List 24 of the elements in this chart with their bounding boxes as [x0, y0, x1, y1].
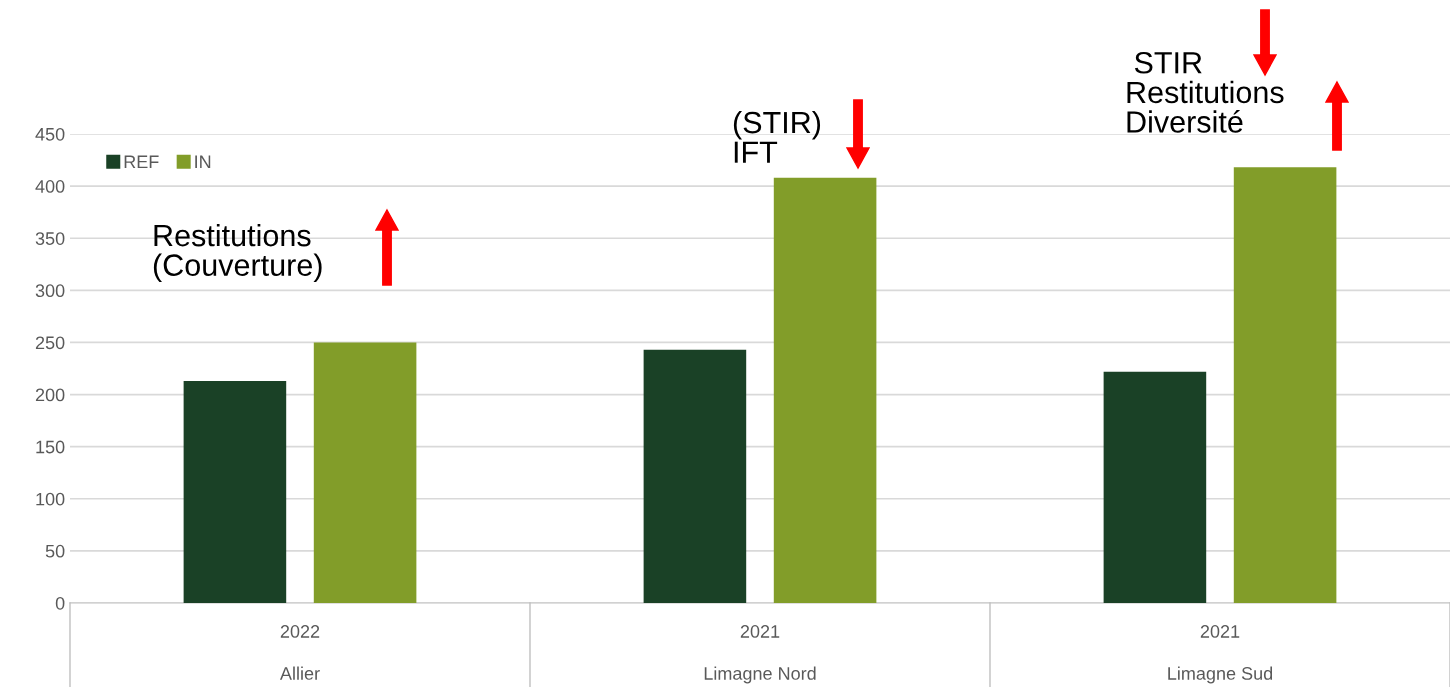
bar [1103, 371, 1207, 603]
y-tick-label: 100 [36, 492, 65, 506]
y-tick-label: 450 [35, 127, 65, 141]
y-tick-label: 0 [55, 596, 65, 610]
y-tick-label: 150 [36, 440, 65, 454]
category-label: 2021 Limagne Sud [1168, 625, 1273, 684]
bar [183, 381, 287, 603]
bar [643, 349, 747, 603]
text: STIR Restitutions Diversité [1127, 51, 1284, 133]
bar [313, 342, 417, 603]
y-tick-label: 200 [35, 388, 65, 402]
y-tick-label: 250 [35, 336, 65, 350]
annotation: (STIR) IFT [733, 110, 821, 163]
y-tick-label: 50 [45, 544, 65, 558]
annotation: Restitutions (Couverture) [153, 223, 322, 283]
category-label: 2021 Limagne Nord [704, 625, 816, 684]
legend-label: REF [124, 155, 159, 169]
category-label: 2022 Allier [279, 625, 320, 680]
y-tick-label: 350 [35, 232, 65, 245]
legend-label: IN [195, 155, 211, 169]
bar [773, 177, 877, 603]
y-tick-label: 300 [35, 284, 65, 298]
bar [1233, 167, 1337, 603]
y-tick-label: 400 [35, 180, 65, 193]
